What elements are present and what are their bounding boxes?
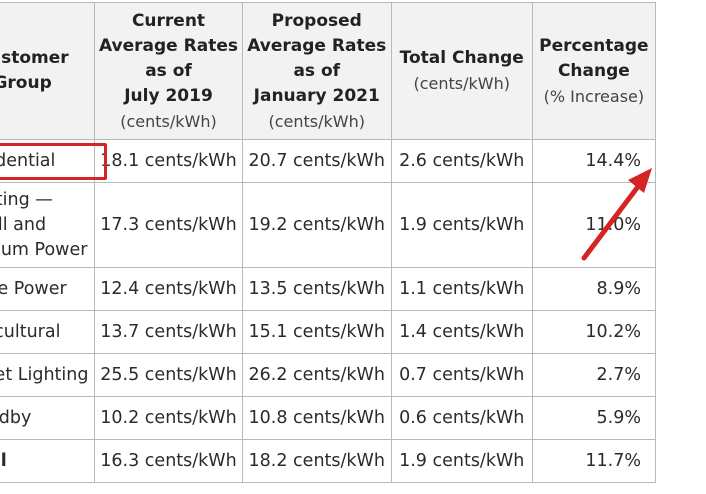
total-change-cell: 2.6 cents/kWh xyxy=(390,139,533,183)
header-customer-group-line-1: Customer xyxy=(0,48,69,68)
header-total-change-line-1: Total Change xyxy=(399,48,524,68)
proposed-rate-cell: 15.1 cents/kWh xyxy=(241,310,392,354)
current-rate-cell: 16.3 cents/kWh xyxy=(94,439,243,483)
customer-group-cell: Total xyxy=(0,439,96,483)
table-row-standby: Standby 10.2 cents/kWh 10.8 cents/kWh 0.… xyxy=(0,396,657,440)
total-change-cell: 1.9 cents/kWh xyxy=(390,439,533,483)
header-current-rates: Current Average Rates as of July 2019 (c… xyxy=(94,2,243,140)
percentage-change-cell: 14.4% xyxy=(531,139,657,183)
customer-group-label-total: Total xyxy=(0,450,7,471)
current-rate-cell: 17.3 cents/kWh xyxy=(94,182,243,268)
header-current-unit: (cents/kWh) xyxy=(120,111,217,131)
arrow-shaft xyxy=(581,181,643,261)
header-proposed-line-3: as of xyxy=(293,60,341,81)
customer-group-label: Residential xyxy=(0,150,56,171)
header-percentage-change: Percentage Change (% Increase) xyxy=(531,2,657,140)
total-change-cell: 1.9 cents/kWh xyxy=(390,182,533,268)
customer-group-label: Standby xyxy=(0,407,32,428)
header-proposed-line-2: Average Rates xyxy=(247,35,387,56)
header-current-line-1: Current xyxy=(131,10,206,31)
header-current-line-3: as of xyxy=(145,60,192,81)
proposed-rate-cell: 18.2 cents/kWh xyxy=(241,439,392,483)
customer-group-label: Large Power xyxy=(0,278,67,299)
customer-group-label: Street Lighting xyxy=(0,364,89,385)
customer-group-cell: Lighting — Small and Medium Power xyxy=(0,182,96,268)
proposed-rate-cell: 20.7 cents/kWh xyxy=(241,139,392,183)
header-proposed-rates: Proposed Average Rates as of January 202… xyxy=(241,2,392,140)
header-percentage-unit: (% Increase) xyxy=(543,86,645,106)
current-rate-cell: 13.7 cents/kWh xyxy=(94,310,243,354)
table-row-total: Total 16.3 cents/kWh 18.2 cents/kWh 1.9 … xyxy=(0,439,657,483)
header-current-line-2: Average Rates xyxy=(99,35,238,56)
customer-group-label-line-3: Medium Power xyxy=(0,239,88,260)
proposed-rate-cell: 19.2 cents/kWh xyxy=(241,182,392,268)
residential-highlight-box xyxy=(0,143,107,180)
percentage-change-cell: 2.7% xyxy=(531,353,657,397)
proposed-rate-cell: 10.8 cents/kWh xyxy=(241,396,392,440)
percentage-change-cell: 8.9% xyxy=(531,267,657,311)
header-percentage-line-2: Change xyxy=(557,60,630,81)
customer-group-cell: Standby xyxy=(0,396,96,440)
header-customer-group-line-2: Group xyxy=(0,73,52,93)
current-rate-cell: 25.5 cents/kWh xyxy=(94,353,243,397)
customer-group-cell: Large Power xyxy=(0,267,96,311)
percentage-change-cell: 10.2% xyxy=(531,310,657,354)
header-percentage-line-1: Percentage xyxy=(539,35,649,56)
header-total-change: Total Change (cents/kWh) xyxy=(390,2,533,140)
arrow-head xyxy=(628,168,652,193)
header-total-change-unit: (cents/kWh) xyxy=(413,74,510,93)
table-row-lighting-small-medium-power: Lighting — Small and Medium Power 17.3 c… xyxy=(0,182,657,268)
header-customer-group: Customer Group xyxy=(0,2,96,140)
table-row-agricultural: Agricultural 13.7 cents/kWh 15.1 cents/k… xyxy=(0,310,657,354)
rate-table: Customer Group Current Average Rates as … xyxy=(0,2,657,483)
header-proposed-line-4: January 2021 xyxy=(253,85,380,106)
percentage-change-cell: 11.0% xyxy=(531,182,657,268)
header-proposed-unit: (cents/kWh) xyxy=(268,111,366,131)
customer-group-label-line-1: Lighting — xyxy=(0,189,53,210)
total-change-cell: 0.6 cents/kWh xyxy=(390,396,533,440)
table-row-large-power: Large Power 12.4 cents/kWh 13.5 cents/kW… xyxy=(0,267,657,311)
proposed-rate-cell: 26.2 cents/kWh xyxy=(241,353,392,397)
header-proposed-line-1: Proposed xyxy=(271,10,362,31)
header-current-line-4: July 2019 xyxy=(124,85,213,106)
customer-group-label-line-2: Small and xyxy=(0,214,47,235)
header-row: Customer Group Current Average Rates as … xyxy=(0,2,657,140)
proposed-rate-cell: 13.5 cents/kWh xyxy=(241,267,392,311)
table-row-street-lighting: Street Lighting 25.5 cents/kWh 26.2 cent… xyxy=(0,353,657,397)
customer-group-cell: Residential xyxy=(0,139,96,183)
percentage-change-cell: 11.7% xyxy=(531,439,657,483)
customer-group-cell: Agricultural xyxy=(0,310,96,354)
total-change-cell: 1.1 cents/kWh xyxy=(390,267,533,311)
current-rate-cell: 10.2 cents/kWh xyxy=(94,396,243,440)
customer-group-label: Agricultural xyxy=(0,321,61,342)
table-row-residential: Residential 18.1 cents/kWh 20.7 cents/kW… xyxy=(0,139,657,183)
